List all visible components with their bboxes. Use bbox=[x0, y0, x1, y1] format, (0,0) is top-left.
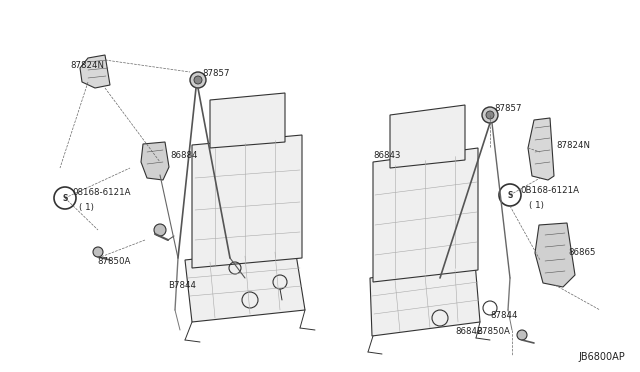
Polygon shape bbox=[80, 55, 110, 88]
Polygon shape bbox=[373, 148, 478, 282]
Text: 86842: 86842 bbox=[455, 327, 483, 337]
Polygon shape bbox=[141, 142, 169, 180]
Polygon shape bbox=[210, 93, 285, 148]
Text: ( 1): ( 1) bbox=[79, 202, 94, 212]
Text: B7844: B7844 bbox=[168, 280, 196, 289]
Text: 87857: 87857 bbox=[494, 103, 522, 112]
Polygon shape bbox=[185, 248, 305, 322]
Polygon shape bbox=[390, 105, 465, 168]
Text: 08168-6121A: 08168-6121A bbox=[72, 187, 131, 196]
Polygon shape bbox=[535, 223, 575, 287]
Text: 0B168-6121A: 0B168-6121A bbox=[520, 186, 579, 195]
Text: B7850A: B7850A bbox=[476, 327, 510, 336]
Text: 86865: 86865 bbox=[568, 247, 595, 257]
Circle shape bbox=[486, 111, 494, 119]
Circle shape bbox=[190, 72, 206, 88]
Text: 86843: 86843 bbox=[373, 151, 401, 160]
Circle shape bbox=[482, 107, 498, 123]
Text: 87844: 87844 bbox=[490, 311, 518, 321]
Polygon shape bbox=[528, 118, 554, 180]
Polygon shape bbox=[370, 262, 480, 336]
Text: 87857: 87857 bbox=[202, 68, 230, 77]
Circle shape bbox=[194, 76, 202, 84]
Circle shape bbox=[93, 247, 103, 257]
Circle shape bbox=[154, 224, 166, 236]
Text: 87824N: 87824N bbox=[70, 61, 104, 70]
Text: S: S bbox=[508, 190, 513, 199]
Text: JB6800AP: JB6800AP bbox=[579, 352, 625, 362]
Text: S: S bbox=[62, 193, 68, 202]
Text: ( 1): ( 1) bbox=[529, 201, 544, 209]
Polygon shape bbox=[192, 135, 302, 268]
Text: 87824N: 87824N bbox=[556, 141, 590, 150]
Circle shape bbox=[517, 330, 527, 340]
Text: 86884: 86884 bbox=[170, 151, 198, 160]
Text: 87850A: 87850A bbox=[97, 257, 131, 266]
